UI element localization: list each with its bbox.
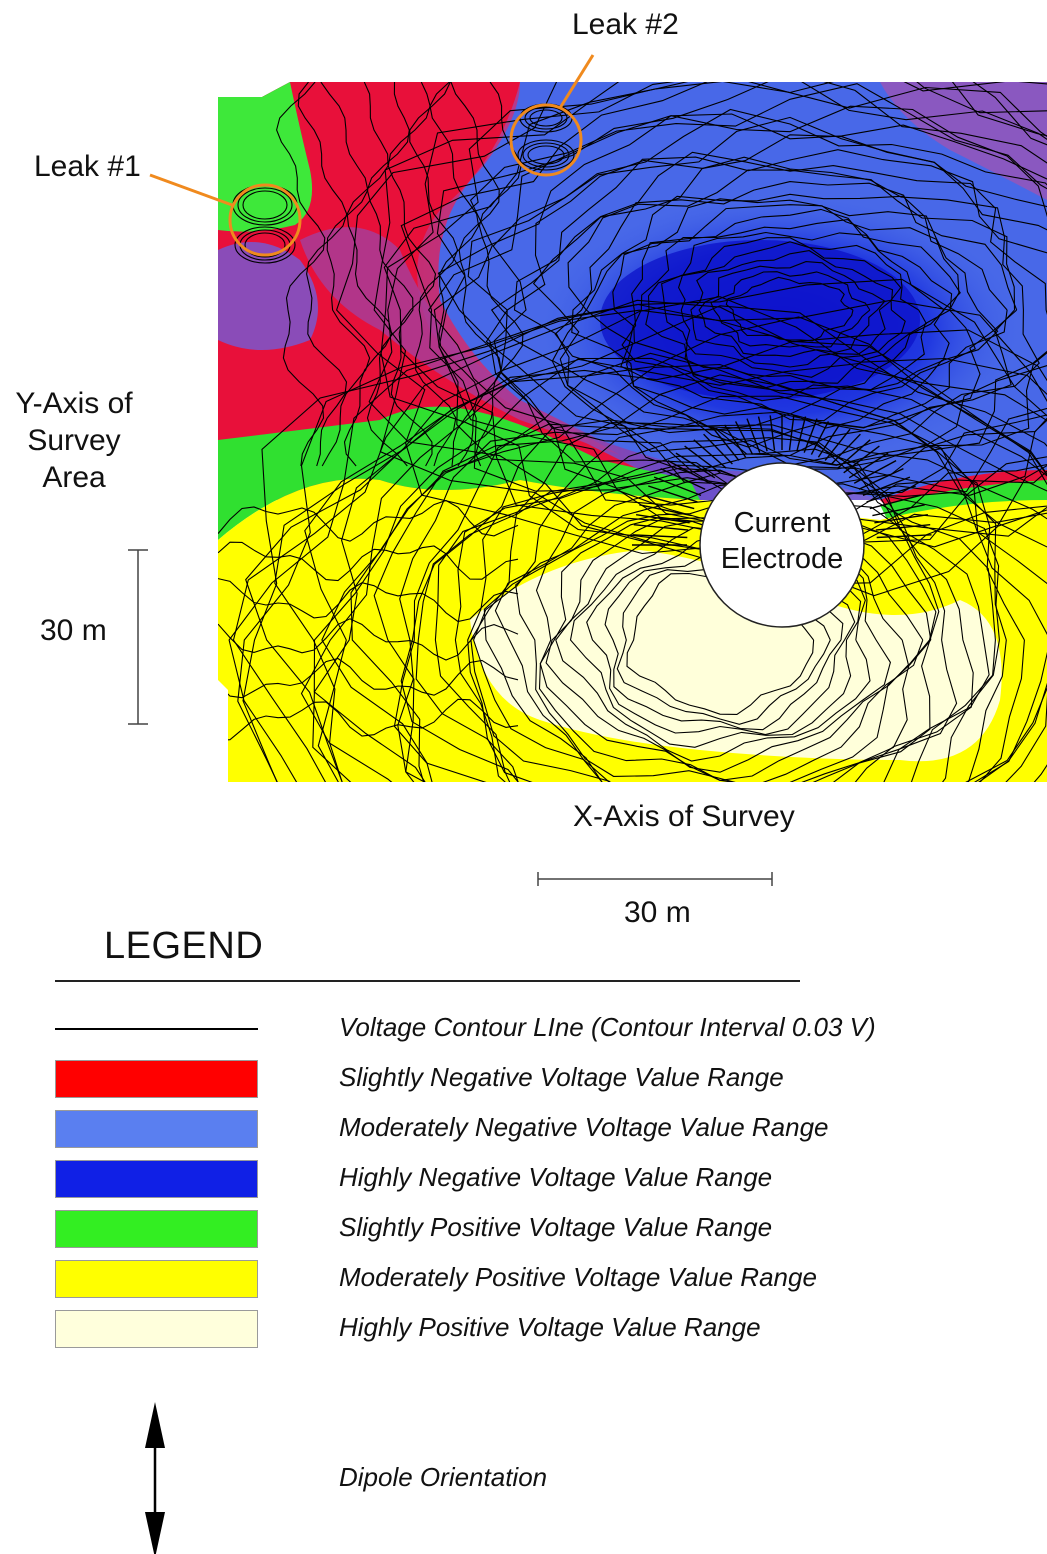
legend-swatch (55, 1310, 258, 1348)
legend-swatch (55, 1210, 258, 1248)
legend-row: Slightly Positive Voltage Value Range (55, 1210, 955, 1250)
legend-swatch (55, 1110, 258, 1148)
leak2-label: Leak #2 (572, 8, 679, 41)
purple-region (300, 227, 620, 455)
map-fill (218, 82, 1047, 782)
leak1-pointer (149, 173, 233, 207)
legend-row: Highly Negative Voltage Value Range (55, 1160, 955, 1200)
pale-core (470, 550, 1002, 762)
legend-label-contour: Voltage Contour LIne (Contour Interval 0… (339, 1012, 876, 1042)
legend-label: Moderately Negative Voltage Value Range (339, 1112, 829, 1142)
legend-row: Moderately Negative Voltage Value Range (55, 1110, 955, 1150)
legend-row: Highly Positive Voltage Value Range (55, 1310, 955, 1350)
legend-swatch (55, 1060, 258, 1098)
legend-label-dipole: Dipole Orientation (339, 1462, 548, 1492)
electrode-label: Current Electrode (720, 505, 844, 577)
current-electrode-circle (699, 462, 865, 628)
legend-row: Slightly Negative Voltage Value Range (55, 1060, 955, 1100)
leak2-marker (509, 103, 583, 177)
y-axis-label-line3: Area (42, 461, 106, 494)
dipole-arrow-icon (145, 1402, 165, 1554)
y-axis-label: Y-Axis of Survey Area (0, 385, 148, 496)
legend-divider (55, 980, 800, 982)
y-axis-label-line1: Y-Axis of (15, 387, 133, 420)
y-scale-label: 30 m (40, 614, 107, 647)
legend-label: Highly Positive Voltage Value Range (339, 1312, 761, 1342)
leak1-label: Leak #1 (34, 150, 141, 183)
red-region (218, 82, 640, 470)
legend-label: Slightly Negative Voltage Value Range (339, 1062, 784, 1092)
legend-label: Highly Negative Voltage Value Range (339, 1162, 773, 1192)
electrode-label-line2: Electrode (720, 543, 844, 575)
x-scale-label: 30 m (624, 896, 691, 929)
legend-label: Slightly Positive Voltage Value Range (339, 1212, 773, 1242)
y-axis-label-line2: Survey (27, 424, 121, 457)
legend-swatch (55, 1260, 258, 1298)
legend-row: Moderately Positive Voltage Value Range (55, 1260, 955, 1300)
contour-line-swatch (55, 1028, 258, 1030)
legend-row-contour: Voltage Contour LIne (Contour Interval 0… (55, 1010, 955, 1050)
leak1-marker (228, 183, 302, 257)
legend-swatch (55, 1160, 258, 1198)
legend-title: LEGEND (104, 925, 264, 967)
leak2-pointer (558, 54, 595, 109)
legend-label: Moderately Positive Voltage Value Range (339, 1262, 817, 1292)
x-axis-label: X-Axis of Survey (573, 800, 795, 833)
green-band (218, 406, 700, 540)
electrode-label-line1: Current (733, 507, 831, 539)
